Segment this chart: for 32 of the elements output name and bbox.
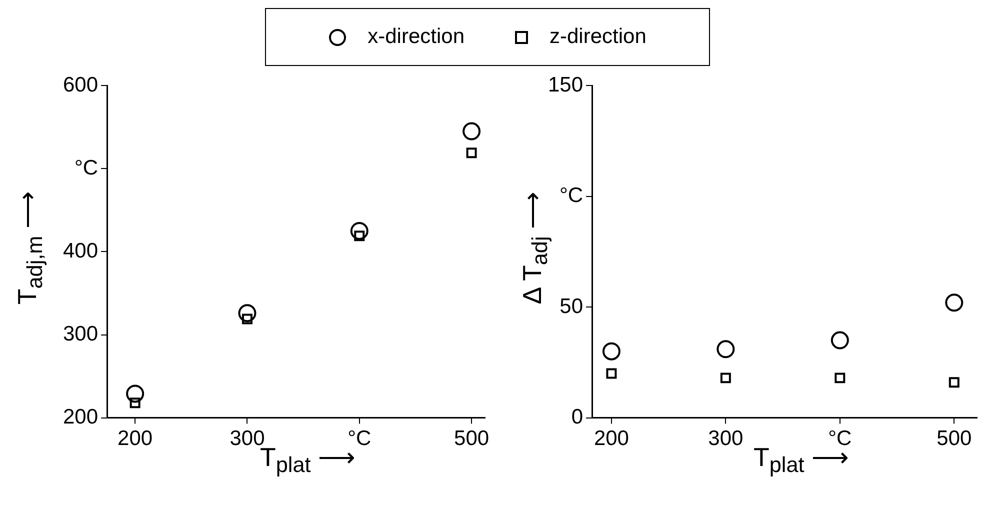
y-tick-label: °C xyxy=(559,184,584,208)
point xyxy=(830,331,849,350)
point xyxy=(948,377,960,388)
point xyxy=(602,342,620,360)
point xyxy=(126,384,144,403)
point xyxy=(238,304,256,322)
x-tick-label: 300 xyxy=(708,427,744,450)
x-tick-label: 200 xyxy=(118,427,153,450)
y-tick-label: 150 xyxy=(548,73,584,96)
point xyxy=(350,222,368,240)
y-tick-label: °C xyxy=(74,156,98,180)
point xyxy=(466,148,477,158)
y-tick-label: 50 xyxy=(560,294,584,318)
y-tick-label: 400 xyxy=(62,239,98,262)
point xyxy=(945,294,964,312)
y-tick-label: 300 xyxy=(62,322,98,346)
point xyxy=(834,372,846,384)
legend-label: x-direction xyxy=(368,25,464,49)
point xyxy=(242,314,252,324)
y-tick-label: 0 xyxy=(571,406,584,429)
x-tick-label: 200 xyxy=(594,427,629,450)
point xyxy=(720,372,731,384)
x-tick-label: °C xyxy=(348,427,372,450)
y-tick-label: 600 xyxy=(62,73,98,96)
x-tick-label: 500 xyxy=(936,427,972,450)
point xyxy=(606,368,617,379)
point xyxy=(716,340,735,358)
point xyxy=(130,398,140,408)
x-tick-label: 500 xyxy=(454,427,490,450)
legend-label: z-direction xyxy=(550,25,646,49)
point xyxy=(462,122,481,140)
y-tick-label: 200 xyxy=(62,406,98,429)
